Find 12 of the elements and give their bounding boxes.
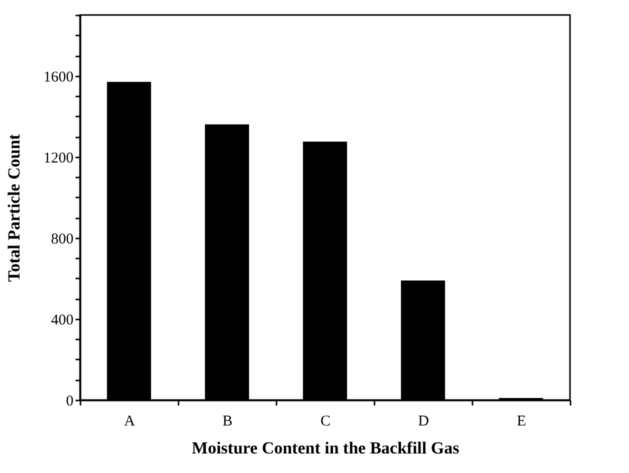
x-tick-label: C [320,414,331,430]
x-tick-label: A [124,414,136,430]
x-tick-label: E [516,414,526,430]
y-tick-label: 1200 [44,150,74,166]
x-tick-label: D [418,414,430,430]
y-tick-label: 800 [51,231,74,248]
y-tick-label: 0 [66,394,74,410]
x-axis-title: Moisture Content in the Backfill Gas [192,438,460,458]
y-tick-label: 1600 [44,69,74,86]
x-tick-label: B [222,414,233,430]
y-tick-label: 400 [51,312,74,328]
y-axis-title: Total Particle Count [4,134,24,282]
